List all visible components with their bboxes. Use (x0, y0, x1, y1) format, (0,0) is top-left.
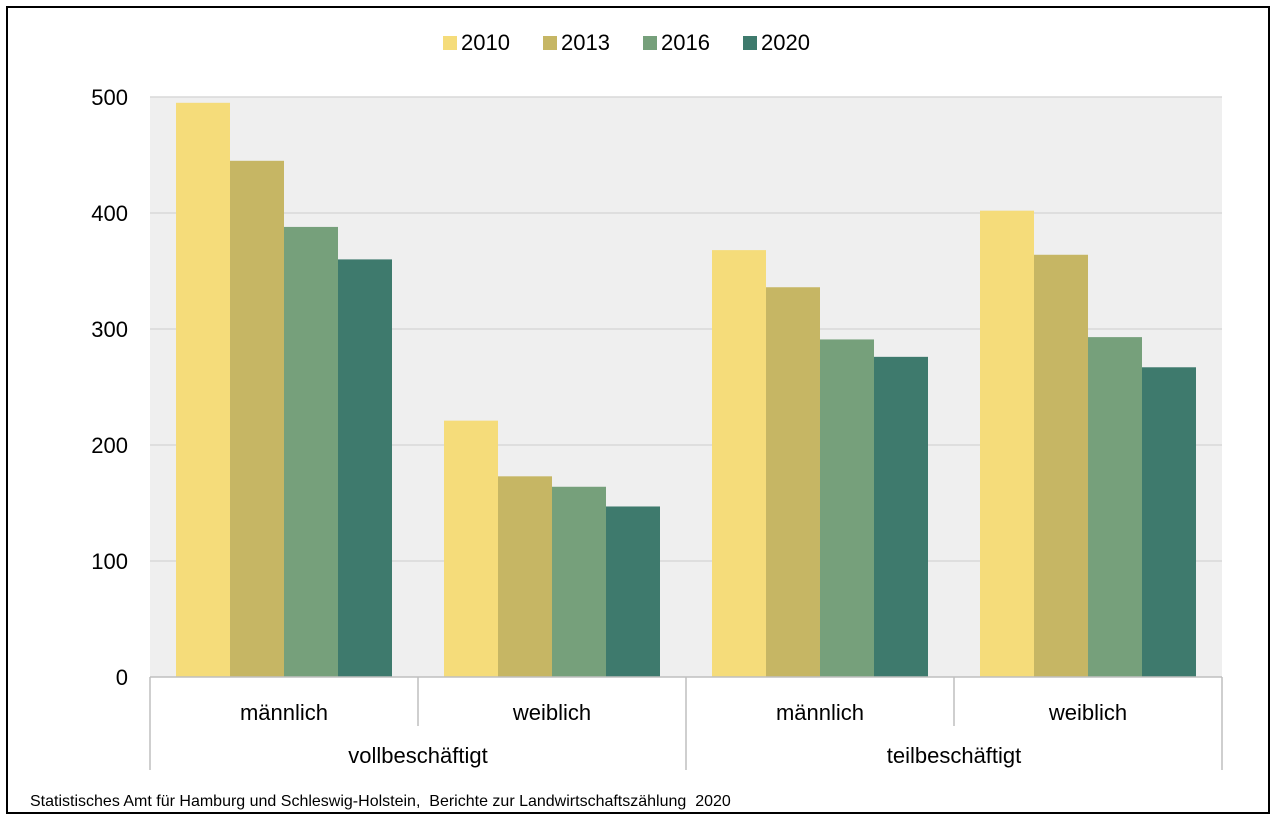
bar-2013 (230, 160, 284, 678)
y-tick-label: 500 (91, 85, 128, 110)
legend-label-2010: 2010 (461, 30, 510, 55)
bar-2020 (338, 259, 392, 677)
legend-swatch-2020 (743, 36, 757, 50)
bar-2020 (606, 506, 660, 677)
bar-2016 (552, 486, 606, 677)
bar-2010 (712, 250, 766, 677)
legend-swatch-2010 (443, 36, 457, 50)
bar-2016 (1088, 337, 1142, 677)
group-label: vollbeschäftigt (348, 743, 487, 768)
x-tick-label: weiblich (512, 700, 591, 725)
y-tick-label: 200 (91, 433, 128, 458)
legend-label-2016: 2016 (661, 30, 710, 55)
legend-label-2020: 2020 (761, 30, 810, 55)
bar-2020 (874, 356, 928, 677)
source-note: Statistisches Amt für Hamburg und Schles… (30, 793, 731, 810)
legend-swatch-2016 (643, 36, 657, 50)
bar-2016 (284, 226, 338, 678)
bar-2010 (444, 420, 498, 677)
x-tick-label: männlich (240, 700, 328, 725)
bar-2013 (498, 476, 552, 677)
bar-2013 (1034, 254, 1088, 677)
legend-label-2013: 2013 (561, 30, 610, 55)
group-label: teilbeschäftigt (887, 743, 1022, 768)
bar-2010 (980, 210, 1034, 677)
y-tick-label: 300 (91, 317, 128, 342)
y-tick-label: 400 (91, 201, 128, 226)
bar-2013 (766, 287, 820, 677)
y-tick-label: 0 (116, 665, 128, 690)
bar-2020 (1142, 367, 1196, 677)
bar-2010 (176, 102, 230, 678)
x-tick-label: weiblich (1048, 700, 1127, 725)
legend-swatch-2013 (543, 36, 557, 50)
y-tick-label: 100 (91, 549, 128, 574)
x-tick-label: männlich (776, 700, 864, 725)
bar-2016 (820, 339, 874, 677)
